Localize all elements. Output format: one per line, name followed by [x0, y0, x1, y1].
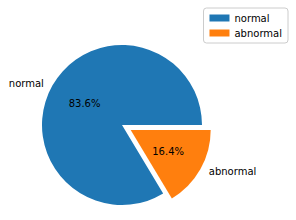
- svg-text:normal: normal: [9, 78, 44, 89]
- svg-text:abnormal: abnormal: [234, 28, 282, 39]
- svg-text:abnormal: abnormal: [209, 166, 257, 177]
- svg-text:normal: normal: [234, 13, 269, 24]
- svg-text:83.6%: 83.6%: [69, 98, 101, 109]
- svg-text:16.4%: 16.4%: [152, 146, 184, 157]
